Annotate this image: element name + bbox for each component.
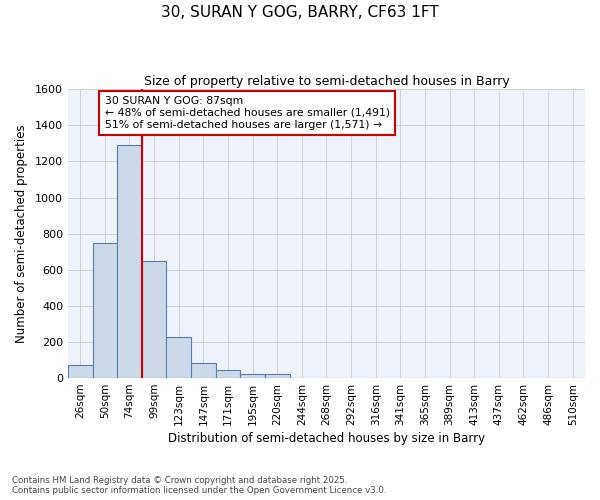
Bar [191,362,215,378]
Title: Size of property relative to semi-detached houses in Barry: Size of property relative to semi-detach… [143,75,509,88]
Bar [117,145,142,378]
X-axis label: Distribution of semi-detached houses by size in Barry: Distribution of semi-detached houses by … [168,432,485,445]
Text: 30, SURAN Y GOG, BARRY, CF63 1FT: 30, SURAN Y GOG, BARRY, CF63 1FT [161,5,439,20]
Bar [215,370,240,378]
Y-axis label: Number of semi-detached properties: Number of semi-detached properties [15,124,28,343]
Text: 30 SURAN Y GOG: 87sqm
← 48% of semi-detached houses are smaller (1,491)
51% of s: 30 SURAN Y GOG: 87sqm ← 48% of semi-deta… [105,96,390,130]
Bar [142,260,166,378]
Bar [240,374,265,378]
Bar [166,336,191,378]
Bar [265,374,290,378]
Text: Contains HM Land Registry data © Crown copyright and database right 2025.
Contai: Contains HM Land Registry data © Crown c… [12,476,386,495]
Bar [92,242,117,378]
Bar [68,364,92,378]
